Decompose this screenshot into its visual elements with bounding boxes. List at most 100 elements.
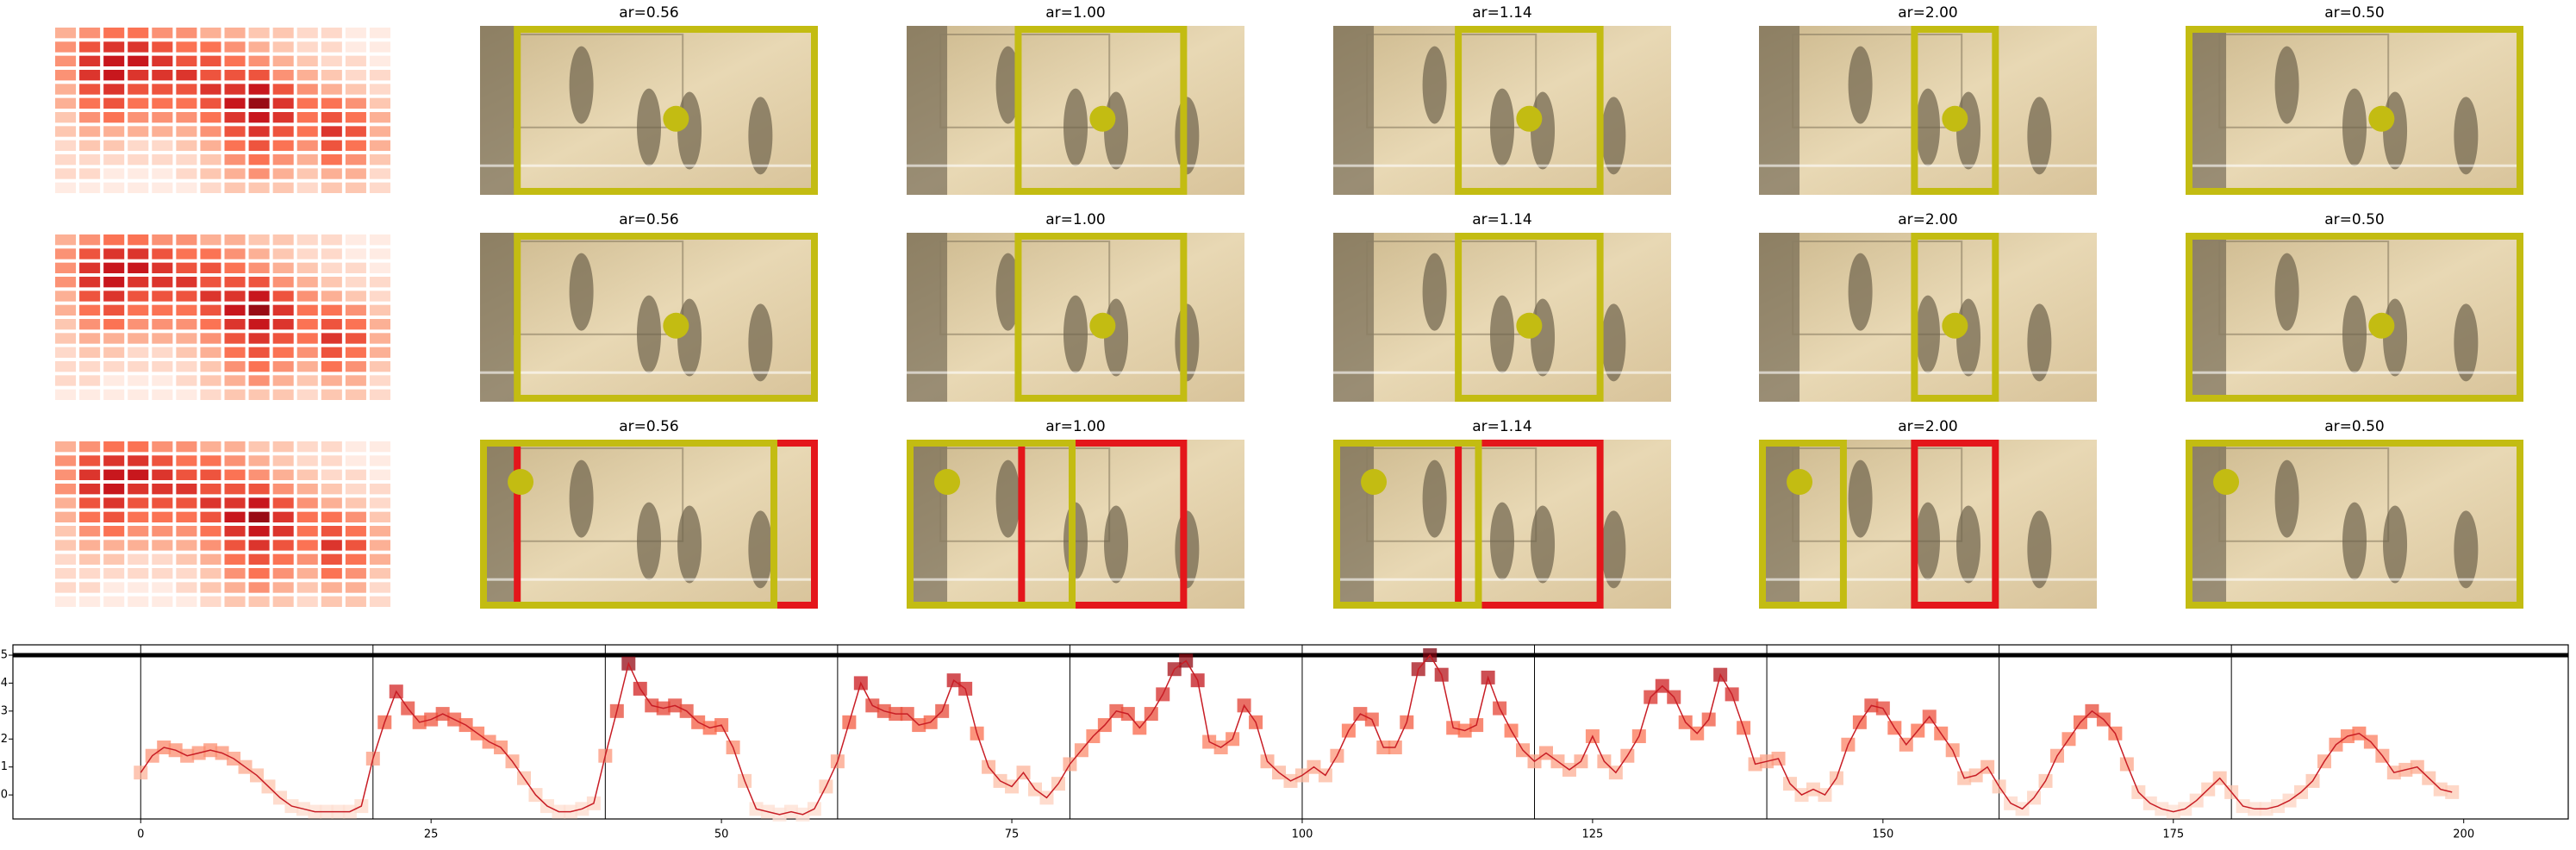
player bbox=[2027, 510, 2052, 589]
heatmap-cell bbox=[103, 375, 125, 386]
heatmap-cell bbox=[272, 568, 294, 579]
player bbox=[677, 505, 702, 584]
heatmap-cell bbox=[248, 41, 270, 53]
heatmap-cell bbox=[103, 582, 125, 593]
heatmap-cell bbox=[200, 84, 221, 95]
heatmap-cell bbox=[345, 441, 366, 453]
heatmap-cell bbox=[369, 126, 390, 137]
photo-panel bbox=[480, 26, 818, 195]
heatmap-cell bbox=[103, 97, 125, 109]
heatmap-cell bbox=[79, 497, 101, 509]
heatmap-cell bbox=[345, 291, 366, 302]
heatmap-cell bbox=[55, 553, 77, 565]
heatmap-cell bbox=[55, 168, 77, 179]
heatmap-cell bbox=[224, 347, 246, 358]
heatmap-cell bbox=[152, 596, 173, 607]
photo-panel bbox=[907, 440, 1244, 609]
heatmap-cell bbox=[345, 553, 366, 565]
heatmap-cell bbox=[79, 469, 101, 480]
crop-box bbox=[1911, 233, 1999, 402]
heatmap-cell bbox=[345, 41, 366, 53]
heatmap-cell bbox=[128, 55, 149, 66]
photo-panel bbox=[1333, 440, 1671, 609]
heatmap-cell bbox=[296, 304, 318, 316]
heatmap-cell bbox=[103, 84, 125, 95]
player bbox=[569, 46, 594, 124]
heatmap-cell bbox=[224, 262, 246, 273]
heatmap-cell bbox=[128, 262, 149, 273]
heatmap-cell bbox=[296, 41, 318, 53]
heatmap-cell bbox=[321, 441, 342, 453]
heatmap-cell bbox=[321, 262, 342, 273]
photo-net bbox=[1366, 241, 1537, 335]
heatmap-cell bbox=[272, 262, 294, 273]
focus-point bbox=[1516, 312, 1543, 339]
heatmap-cell bbox=[128, 70, 149, 81]
heatmap-cell bbox=[224, 319, 246, 330]
heatmap-cell bbox=[79, 455, 101, 466]
panel-title: ar=0.50 bbox=[2324, 4, 2385, 22]
heatmap-cell bbox=[296, 168, 318, 179]
heatmap-cell bbox=[296, 319, 318, 330]
heatmap-cell bbox=[272, 511, 294, 522]
heatmap-cell bbox=[224, 84, 246, 95]
heatmap-cell bbox=[200, 347, 221, 358]
heatmap-cell bbox=[79, 568, 101, 579]
heatmap-cell bbox=[296, 28, 318, 39]
heatmap-cell bbox=[272, 333, 294, 344]
heatmap-cell bbox=[55, 596, 77, 607]
heatmap-cell bbox=[128, 375, 149, 386]
heatmap-cell bbox=[79, 126, 101, 137]
player bbox=[2342, 88, 2367, 166]
player bbox=[2342, 502, 2367, 580]
heatmap-cell bbox=[200, 70, 221, 81]
heatmap-cell bbox=[369, 140, 390, 151]
heatmap-cell bbox=[296, 70, 318, 81]
heatmap-cell bbox=[248, 469, 270, 480]
heatmap-cell bbox=[248, 497, 270, 509]
crop-box bbox=[1455, 233, 1604, 402]
heatmap-cell bbox=[128, 140, 149, 151]
panel-title: ar=0.50 bbox=[2324, 418, 2385, 435]
photo-net bbox=[2218, 34, 2390, 128]
panel-title: ar=1.00 bbox=[1045, 4, 1106, 22]
heatmap-cell bbox=[103, 596, 125, 607]
heatmap-cell bbox=[79, 582, 101, 593]
heatmap-cell bbox=[321, 347, 342, 358]
heatmap-cell bbox=[103, 277, 125, 288]
heatmap-cell bbox=[224, 168, 246, 179]
point-marker bbox=[134, 766, 148, 780]
heatmap-cell bbox=[55, 182, 77, 193]
player bbox=[1531, 505, 1556, 584]
heatmap-cell bbox=[369, 553, 390, 565]
heatmap-cell bbox=[272, 484, 294, 495]
heatmap-cell bbox=[152, 389, 173, 400]
heatmap-cell bbox=[296, 140, 318, 151]
player bbox=[748, 510, 773, 589]
heatmap-cell bbox=[345, 526, 366, 537]
heatmap-cell bbox=[224, 389, 246, 400]
heatmap-cell bbox=[79, 41, 101, 53]
player bbox=[1848, 253, 1873, 331]
heatmap-cell bbox=[224, 455, 246, 466]
heatmap-cell bbox=[200, 97, 221, 109]
heatmap-cell bbox=[103, 568, 125, 579]
heatmap-cell bbox=[321, 182, 342, 193]
heatmap-cell bbox=[321, 304, 342, 316]
heatmap-cell bbox=[224, 469, 246, 480]
heatmap-cell bbox=[79, 333, 101, 344]
heatmap-cell bbox=[296, 55, 318, 66]
heatmap-cell bbox=[55, 277, 77, 288]
heatmap-cell bbox=[272, 140, 294, 151]
heatmap-cell bbox=[200, 262, 221, 273]
heatmap-cell bbox=[369, 234, 390, 246]
heatmap-cell bbox=[345, 596, 366, 607]
heatmap-cell bbox=[55, 154, 77, 166]
heatmap-cell bbox=[369, 582, 390, 593]
heatmap-cell bbox=[200, 154, 221, 166]
y-tick-label: 3 bbox=[1, 704, 8, 717]
player bbox=[2454, 510, 2479, 589]
heatmap-cell bbox=[272, 347, 294, 358]
heatmap-cell bbox=[369, 55, 390, 66]
heatmap-cell bbox=[272, 182, 294, 193]
